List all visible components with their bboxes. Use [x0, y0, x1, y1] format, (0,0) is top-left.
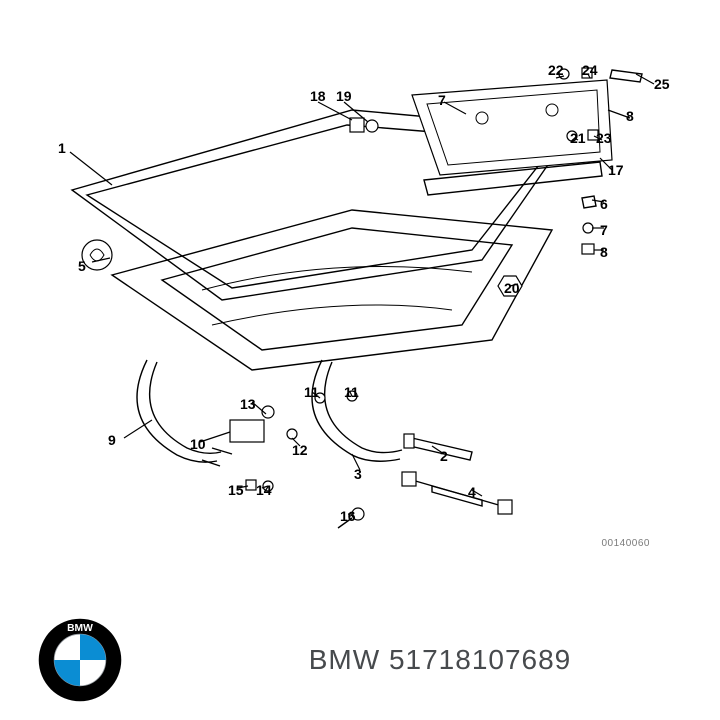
bmw-logo-icon: BMW: [37, 617, 123, 703]
hinge-right: [312, 360, 400, 461]
callout-24: 24: [582, 62, 598, 78]
callout-25: 25: [654, 76, 670, 92]
callout-2: 2: [440, 448, 448, 464]
stage: 1518197222482123251767820910151413121111…: [0, 0, 720, 720]
callout-11b: 11: [344, 384, 359, 400]
callout-22: 22: [548, 62, 564, 78]
logo-letters: BMW: [67, 623, 93, 634]
part-number: 51718107689: [389, 644, 571, 675]
callout-1: 1: [58, 140, 66, 156]
hinge-hardware: [202, 391, 357, 491]
callout-23: 23: [596, 130, 612, 146]
bottom-bar: BMW BMW 51718107689: [0, 600, 720, 720]
callout-21: 21: [570, 130, 586, 146]
callout-8b: 8: [600, 244, 608, 260]
callout-12: 12: [292, 442, 308, 458]
callout-16: 16: [340, 508, 356, 524]
callout-19: 19: [336, 88, 352, 104]
buffer-18: [350, 118, 364, 132]
callout-3: 3: [354, 466, 362, 482]
parts-diagram-svg: [52, 40, 668, 560]
callout-18: 18: [310, 88, 326, 104]
seal-detail: [82, 240, 112, 270]
callout-9: 9: [108, 432, 116, 448]
brand-part-label: BMW 51718107689: [160, 644, 720, 676]
callout-8: 8: [626, 108, 634, 124]
callout-6: 6: [600, 196, 608, 212]
brand-name: BMW: [309, 644, 380, 675]
callout-15: 15: [228, 482, 244, 498]
callout-7: 7: [438, 92, 446, 108]
callout-10: 10: [190, 436, 206, 452]
callout-17: 17: [608, 162, 624, 178]
diagram-area: [52, 40, 668, 560]
bolt-and-damper: [402, 434, 512, 514]
logo-container: BMW: [0, 617, 160, 703]
callout-7b: 7: [600, 222, 608, 238]
diagram-ref-number: 00140060: [602, 538, 651, 549]
callout-14: 14: [256, 482, 272, 498]
callout-13: 13: [240, 396, 256, 412]
callout-20: 20: [504, 280, 520, 296]
callout-4: 4: [468, 484, 476, 500]
callout-5: 5: [78, 258, 86, 274]
callout-11: 11: [304, 384, 319, 400]
